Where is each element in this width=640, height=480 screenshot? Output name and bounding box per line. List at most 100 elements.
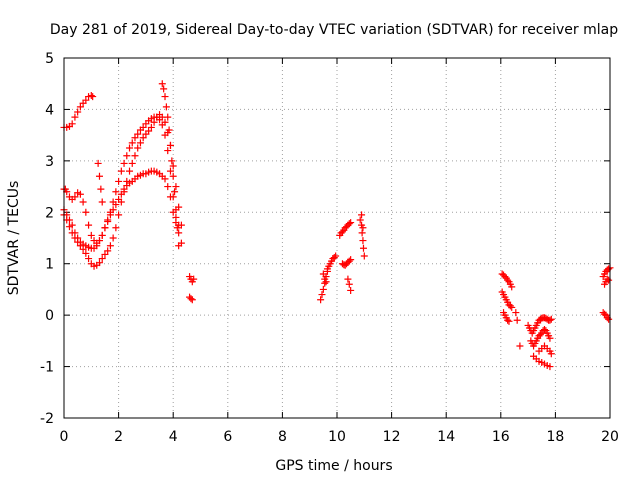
data-point (117, 167, 125, 175)
data-point (547, 315, 555, 323)
data-point (97, 185, 105, 193)
data-point (165, 126, 173, 134)
data-point (605, 315, 613, 323)
data-point (171, 188, 179, 196)
data-point (166, 141, 174, 149)
data-point (162, 103, 170, 111)
data-point (345, 257, 353, 265)
data-point (82, 208, 90, 216)
data-point (150, 118, 158, 126)
data-point (546, 316, 554, 324)
data-point (505, 317, 513, 325)
x-tick-label: 8 (278, 429, 287, 445)
plot-frame (63, 57, 611, 419)
data-point (322, 278, 330, 286)
y-axis-label: SDTVAR / TECUs (6, 181, 22, 296)
data-point (344, 275, 352, 283)
x-tick-label: 16 (492, 429, 510, 445)
data-point (358, 211, 366, 219)
x-axis-label: GPS time / hours (275, 458, 392, 474)
data-point (79, 245, 87, 253)
data-point (332, 252, 340, 260)
data-point (145, 127, 153, 135)
grid (64, 58, 610, 418)
data-point (318, 291, 326, 299)
data-point (98, 255, 106, 263)
data-point (112, 224, 120, 232)
data-point (131, 152, 139, 160)
data-point (169, 162, 177, 170)
data-point (504, 276, 512, 284)
data-point (347, 286, 355, 294)
data-point (134, 130, 142, 138)
data-point (126, 144, 134, 152)
data-point (161, 118, 169, 126)
data-point (82, 96, 90, 104)
data-point (71, 113, 79, 121)
data-point (98, 231, 106, 239)
data-point (65, 223, 73, 231)
data-point (95, 259, 103, 267)
data-point (71, 234, 79, 242)
data-point (605, 265, 613, 273)
data-point (359, 237, 367, 245)
data-point (164, 113, 172, 121)
y-tick-label: 4 (45, 102, 54, 118)
y-tick-label: -2 (40, 411, 54, 427)
data-point (160, 85, 168, 93)
data-point (93, 242, 101, 250)
data-point (601, 310, 609, 318)
data-point (169, 172, 177, 180)
data-point (161, 175, 169, 183)
y-tick-label: -1 (40, 360, 54, 376)
data-point (164, 147, 172, 155)
data-point (126, 167, 134, 175)
data-point (109, 198, 117, 206)
x-tick-label: 0 (60, 429, 69, 445)
data-point (360, 252, 368, 260)
data-point (120, 159, 128, 167)
data-point (139, 123, 147, 131)
data-point (175, 242, 183, 250)
data-point (172, 213, 180, 221)
data-point (317, 296, 325, 304)
data-point (106, 242, 114, 250)
y-tick-label: 1 (45, 257, 54, 273)
data-point (164, 183, 172, 191)
y-tick-labels: -2 -1 0 1 2 3 4 5 (40, 51, 54, 427)
data-point (94, 159, 102, 167)
data-point (512, 309, 520, 317)
data-point (188, 296, 196, 304)
data-point (123, 152, 131, 160)
data-point (508, 303, 516, 311)
x-tick-label: 18 (546, 429, 564, 445)
data-point (506, 302, 514, 310)
x-tick-labels: 0 2 4 6 8 10 12 14 16 18 20 (60, 429, 619, 445)
data-point (173, 224, 181, 232)
data-point (547, 350, 555, 358)
data-point (98, 198, 106, 206)
data-point (79, 198, 87, 206)
data-point (76, 242, 84, 250)
data-point (338, 228, 346, 236)
x-tick-label: 14 (437, 429, 455, 445)
data-point (120, 188, 128, 196)
data-point (345, 220, 353, 228)
data-point (128, 139, 136, 147)
x-tick-label: 2 (114, 429, 123, 445)
data-point (109, 234, 117, 242)
data-point (347, 256, 355, 264)
data-point (87, 92, 95, 100)
data-points (60, 80, 614, 371)
data-point (169, 193, 177, 201)
data-point (504, 316, 512, 324)
data-point (101, 250, 109, 258)
data-point (359, 244, 367, 252)
data-point (71, 193, 79, 201)
x-tick-label: 12 (383, 429, 401, 445)
data-point (546, 334, 554, 342)
data-point (540, 326, 548, 334)
data-point (74, 108, 82, 116)
